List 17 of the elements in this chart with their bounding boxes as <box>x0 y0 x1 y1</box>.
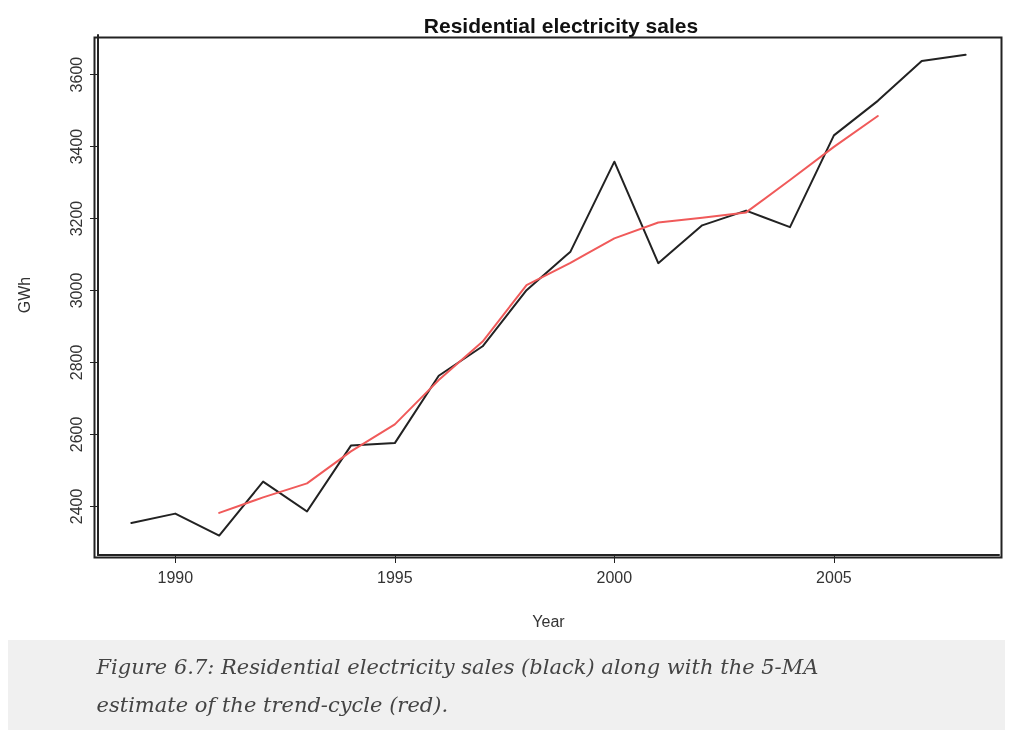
y-tick-label: 3200 <box>67 200 85 237</box>
y-tick-label: 2600 <box>67 416 85 453</box>
y-tick-label: 3600 <box>67 56 85 93</box>
y-tick-label: 2400 <box>67 488 85 525</box>
y-axis-title: GWh <box>15 276 33 314</box>
x-tick-label: 2005 <box>816 568 852 586</box>
chart-title: Residential electricity sales <box>423 14 699 37</box>
y-tick-label: 3000 <box>67 272 85 309</box>
y-tick-label: 3400 <box>67 128 85 165</box>
x-tick-label: 1995 <box>377 568 413 586</box>
y-tick-label: 2800 <box>67 344 85 381</box>
line-series <box>130 53 967 537</box>
line-series <box>218 114 879 514</box>
x-tick-label: 1990 <box>157 568 194 586</box>
x-tick-label: 2000 <box>596 568 633 586</box>
x-axis-title: Year <box>532 612 566 630</box>
caption: Figure 6.7: Residential electricity sales (black) along with the 5-MA estimate of the trend-cycle (red). <box>95 655 826 717</box>
